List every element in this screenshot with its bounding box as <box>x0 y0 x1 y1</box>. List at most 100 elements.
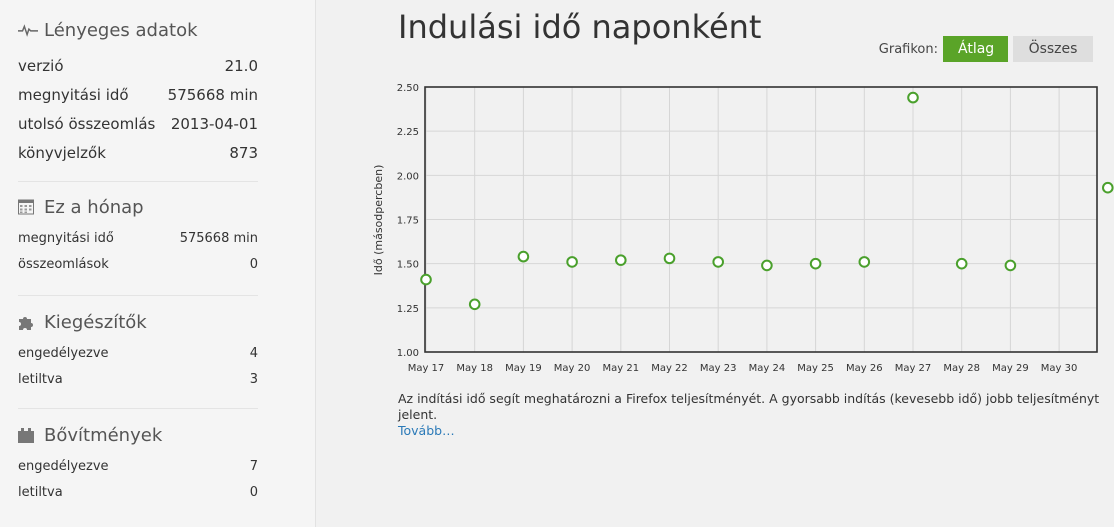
stat-value: 575668 min <box>167 85 258 104</box>
caption-text: Az indítási idő segít meghatározni a Fir… <box>398 391 1100 422</box>
chart-grid <box>425 86 1097 353</box>
stat-row-bookmarks: könyvjelzők 873 <box>18 138 258 167</box>
divider <box>18 295 258 296</box>
x-tick-label: May 29 <box>992 363 1029 374</box>
x-tick-label: May 21 <box>603 363 640 374</box>
stat-label: megnyitási idő <box>18 85 129 104</box>
stat-row-uptime: megnyitási idő 575668 min <box>18 80 258 109</box>
section-header: Ez a hónap <box>18 194 258 220</box>
stat-value: 21.0 <box>224 56 258 75</box>
stat-label: könyvjelzők <box>18 143 106 162</box>
x-tick-label: May 30 <box>1041 363 1078 374</box>
y-tick-label: 2.25 <box>397 127 419 138</box>
x-tick-label: May 20 <box>554 363 591 374</box>
y-axis: 1.00 1.25 1.50 1.75 2.00 2.25 2.50 <box>397 83 419 359</box>
x-axis: May 17 May 18 May 19 May 20 May 21 May 22 May … <box>408 363 1078 374</box>
stat-value: 873 <box>229 143 258 162</box>
section-header: Bővítmények <box>18 422 258 448</box>
data-point[interactable] <box>1004 259 1017 272</box>
x-tick-label: May 17 <box>408 363 445 374</box>
stat-row-disabled: letiltva 3 <box>18 366 258 392</box>
section-key-data: Lényeges adatok verzió 21.0 megnyitási id… <box>18 17 258 167</box>
data-point[interactable] <box>663 252 676 265</box>
plot-frame <box>424 86 1098 353</box>
data-point[interactable] <box>955 257 968 270</box>
stat-label: letiltva <box>18 371 63 387</box>
stat-value: 7 <box>249 458 258 474</box>
stat-label: utolsó összeomlás <box>18 114 156 133</box>
puzzle-icon <box>18 312 38 332</box>
stat-row-enabled: engedélyezve 4 <box>18 340 258 366</box>
average-button[interactable]: Átlag <box>943 36 1008 62</box>
pulse-icon <box>18 20 38 40</box>
page-title: Indulási idő naponként <box>398 8 762 46</box>
x-tick-label: May 28 <box>943 363 980 374</box>
graph-toggle: Grafikon: Átlag Összes <box>879 36 1093 62</box>
data-point[interactable] <box>907 91 919 104</box>
section-title: Kiegészítők <box>44 311 147 333</box>
stat-value: 0 <box>249 484 258 500</box>
section-title: Ez a hónap <box>44 196 144 218</box>
divider <box>18 181 258 182</box>
stat-value: 4 <box>249 345 258 361</box>
stat-row-crashes: összeomlások 0 <box>18 251 258 277</box>
x-tick-label: May 26 <box>846 363 883 374</box>
x-tick-label: May 24 <box>749 363 786 374</box>
stat-label: megnyitási idő <box>18 230 114 246</box>
data-point[interactable] <box>468 298 481 311</box>
stat-row-uptime: megnyitási idő 575668 min <box>18 225 258 251</box>
y-tick-label: 2.00 <box>397 171 419 182</box>
stat-row-last-crash: utolsó összeomlás 2013-04-01 <box>18 109 258 138</box>
stat-row-version: verzió 21.0 <box>18 51 258 80</box>
section-title: Lényeges adatok <box>44 19 198 41</box>
data-points <box>420 91 1114 311</box>
stat-label: engedélyezve <box>18 345 109 361</box>
stat-label: engedélyezve <box>18 458 109 474</box>
data-point[interactable] <box>712 256 725 268</box>
data-point[interactable] <box>517 250 530 263</box>
data-point[interactable] <box>420 273 432 286</box>
stat-row-disabled: letiltva 0 <box>18 479 258 505</box>
x-tick-label: May 18 <box>456 363 493 374</box>
x-tick-label: May 22 <box>651 363 688 374</box>
main-panel: Indulási idő naponként Grafikon: Átlag Ö… <box>317 0 1114 527</box>
section-header: Lényeges adatok <box>18 17 258 43</box>
x-tick-label: May 23 <box>700 363 737 374</box>
stat-row-enabled: engedélyezve 7 <box>18 453 258 479</box>
stat-value: 3 <box>249 371 258 387</box>
section-addons: Kiegészítők engedélyezve 4 letiltva 3 <box>18 309 258 392</box>
y-tick-label: 1.00 <box>397 348 419 359</box>
section-this-month: Ez a hónap megnyitási idő 575668 min össz… <box>18 194 258 277</box>
calendar-icon <box>18 197 38 217</box>
data-point[interactable] <box>761 259 773 272</box>
x-tick-label: May 25 <box>797 363 834 374</box>
chart-caption: Az indítási idő segít meghatározni a Fir… <box>398 391 1108 439</box>
stat-label: összeomlások <box>18 256 109 272</box>
data-point[interactable] <box>566 256 578 268</box>
startup-time-chart: 1.001.251.501.752.002.252.50 May 17 May 1… <box>372 83 1114 374</box>
section-header: Kiegészítők <box>18 309 258 335</box>
all-button[interactable]: Összes <box>1013 36 1093 62</box>
stat-value: 2013-04-01 <box>170 114 258 133</box>
y-tick-label: 1.75 <box>397 216 419 227</box>
section-title: Bővítmények <box>44 424 163 446</box>
divider <box>18 408 258 409</box>
data-point[interactable] <box>615 254 627 266</box>
data-point[interactable] <box>858 256 871 268</box>
plugin-icon <box>18 425 38 445</box>
x-tick-label: May 19 <box>505 363 542 374</box>
stat-label: letiltva <box>18 484 63 500</box>
sidebar: Lényeges adatok verzió 21.0 megnyitási id… <box>0 0 316 527</box>
data-point[interactable] <box>809 257 822 270</box>
stat-label: verzió <box>18 56 64 75</box>
section-plugins: Bővítmények engedélyezve 7 letiltva 0 <box>18 422 258 505</box>
x-tick-label: May 27 <box>895 363 932 374</box>
graph-toggle-label: Grafikon: <box>878 41 938 57</box>
data-point[interactable] <box>1102 181 1114 194</box>
y-tick-label: 1.25 <box>397 304 419 315</box>
y-axis-label: Idő (másodpercben) <box>372 165 385 276</box>
stat-value: 0 <box>249 256 258 272</box>
stat-value: 575668 min <box>179 230 258 246</box>
y-tick-label: 2.50 <box>397 83 419 94</box>
more-link[interactable]: Tovább… <box>398 423 455 438</box>
